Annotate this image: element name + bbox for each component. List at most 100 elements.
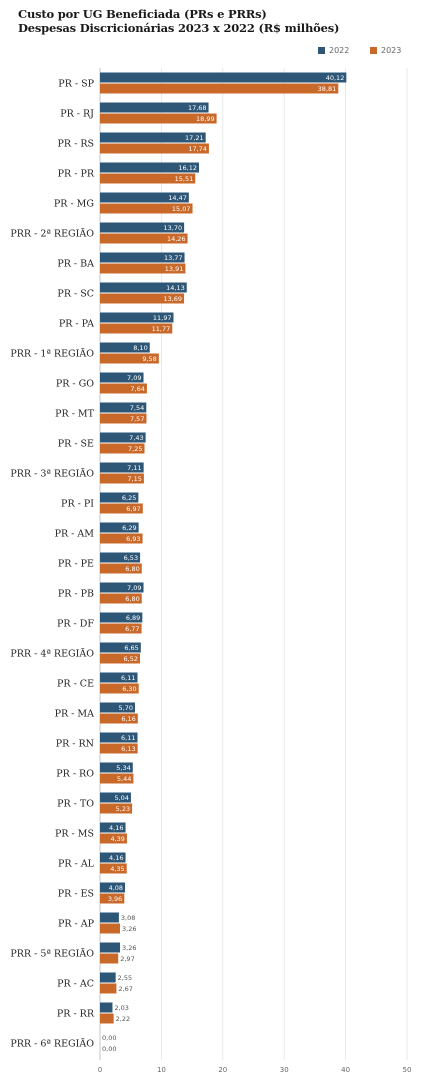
legend-label-2022: 2022 [329,46,350,55]
data-label-2023: 7,64 [130,385,144,393]
category-label: PR - MT [55,409,95,420]
category-label: PR - AC [57,979,94,990]
x-tick-label: 50 [403,1066,412,1074]
data-label-2023: 6,80 [125,565,139,573]
data-label-2023: 14,26 [167,235,186,243]
bar-2023 [100,233,188,244]
bar-2023 [100,563,142,574]
data-label-2023: 6,93 [126,535,140,543]
data-label-2023: 6,97 [126,505,140,513]
bar-2022 [100,222,185,233]
bar-2022 [100,252,185,263]
data-label-2023: 17,74 [188,145,207,153]
data-label-2023: 6,30 [122,685,136,693]
bar-2023 [100,173,196,184]
bar-2022 [100,912,119,923]
data-label-2022: 2,55 [118,974,132,982]
bar-2022 [100,432,146,443]
bar-2022 [100,1002,113,1013]
bar-2022 [100,582,144,593]
x-tick-label: 0 [98,1066,102,1074]
category-label: PR - ES [58,889,94,900]
bar-2022 [100,702,135,713]
category-label: PR - TO [57,799,94,810]
bar-2022 [100,972,116,983]
data-label-2022: 14,47 [168,194,187,202]
bar-2023 [100,713,138,724]
legend-item-2022: 2022 [318,46,349,55]
bar-2023 [100,623,142,634]
bar-2022 [100,192,189,203]
category-label: PR - PI [61,499,94,510]
data-label-2023: 15,07 [172,205,191,213]
category-label: PR - PR [58,169,95,180]
category-label: PRR - 6ª REGIÃO [10,1038,94,1050]
category-label: PR - BA [57,259,94,270]
bar-2023 [100,443,145,454]
data-label-2023: 13,69 [163,295,182,303]
category-label: PR - RN [56,739,94,750]
bar-2022 [100,372,144,383]
bar-2022 [100,72,347,83]
category-label: PR - RO [56,769,94,780]
bar-2022 [100,732,138,743]
data-label-2022: 7,09 [127,374,141,382]
category-label: PR - SE [58,439,94,450]
category-label: PR - MA [55,709,95,720]
chart-subtitle: Despesas Discricionárias 2023 x 2022 (R$… [18,21,340,35]
data-label-2023: 6,52 [124,655,138,663]
category-label: PR - MG [54,199,94,210]
legend-item-2023: 2023 [370,46,401,55]
data-label-2023: 6,77 [125,625,139,633]
bar-2023 [100,323,173,334]
data-label-2022: 6,29 [122,524,136,532]
category-label: PR - MS [55,829,94,840]
bar-2022 [100,552,141,563]
data-label-2022: 6,89 [126,614,140,622]
bar-2023 [100,983,117,994]
data-label-2023: 3,96 [108,895,122,903]
bar-2022 [100,822,126,833]
data-label-2023: 5,44 [117,775,131,783]
data-label-2023: 0,00 [102,1045,116,1053]
bar-2023 [100,743,138,754]
bar-2022 [100,762,133,773]
bar-2023 [100,533,143,544]
bar-2023 [100,923,121,934]
category-label: PR - AM [55,529,95,540]
data-label-2023: 4,35 [110,865,124,873]
data-label-2022: 4,16 [109,854,123,862]
bar-2022 [100,852,126,863]
x-tick-label: 20 [218,1066,227,1074]
data-label-2022: 13,70 [164,224,183,232]
data-label-2023: 2,67 [118,985,132,993]
legend-swatch-2023 [370,47,377,54]
data-label-2022: 17,21 [185,134,204,142]
data-label-2022: 16,12 [178,164,197,172]
bar-2023 [100,1013,114,1024]
data-label-2022: 3,08 [121,914,135,922]
bar-2022 [100,882,126,893]
bar-2022 [100,792,131,803]
bar-2023 [100,113,217,124]
bar-2023 [100,593,142,604]
data-label-2023: 7,57 [130,415,144,423]
data-label-2022: 13,77 [164,254,183,262]
category-label: PR - PE [58,559,94,570]
data-label-2022: 5,70 [119,704,133,712]
data-label-2022: 0,00 [102,1034,116,1042]
bar-2022 [100,672,138,683]
data-label-2023: 15,51 [175,175,194,183]
data-label-2023: 11,77 [152,325,171,333]
bar-2023 [100,353,159,364]
data-label-2022: 6,11 [121,674,135,682]
category-label: PR - RS [58,139,94,150]
category-label: PR - DF [57,619,94,630]
data-label-2023: 7,25 [128,445,142,453]
bar-2023 [100,413,147,424]
legend-swatch-2022 [318,47,325,54]
data-label-2022: 4,08 [109,884,123,892]
category-label: PRR - 3ª REGIÃO [10,468,94,480]
category-label: PR - PB [58,589,94,600]
bar-2022 [100,462,144,473]
